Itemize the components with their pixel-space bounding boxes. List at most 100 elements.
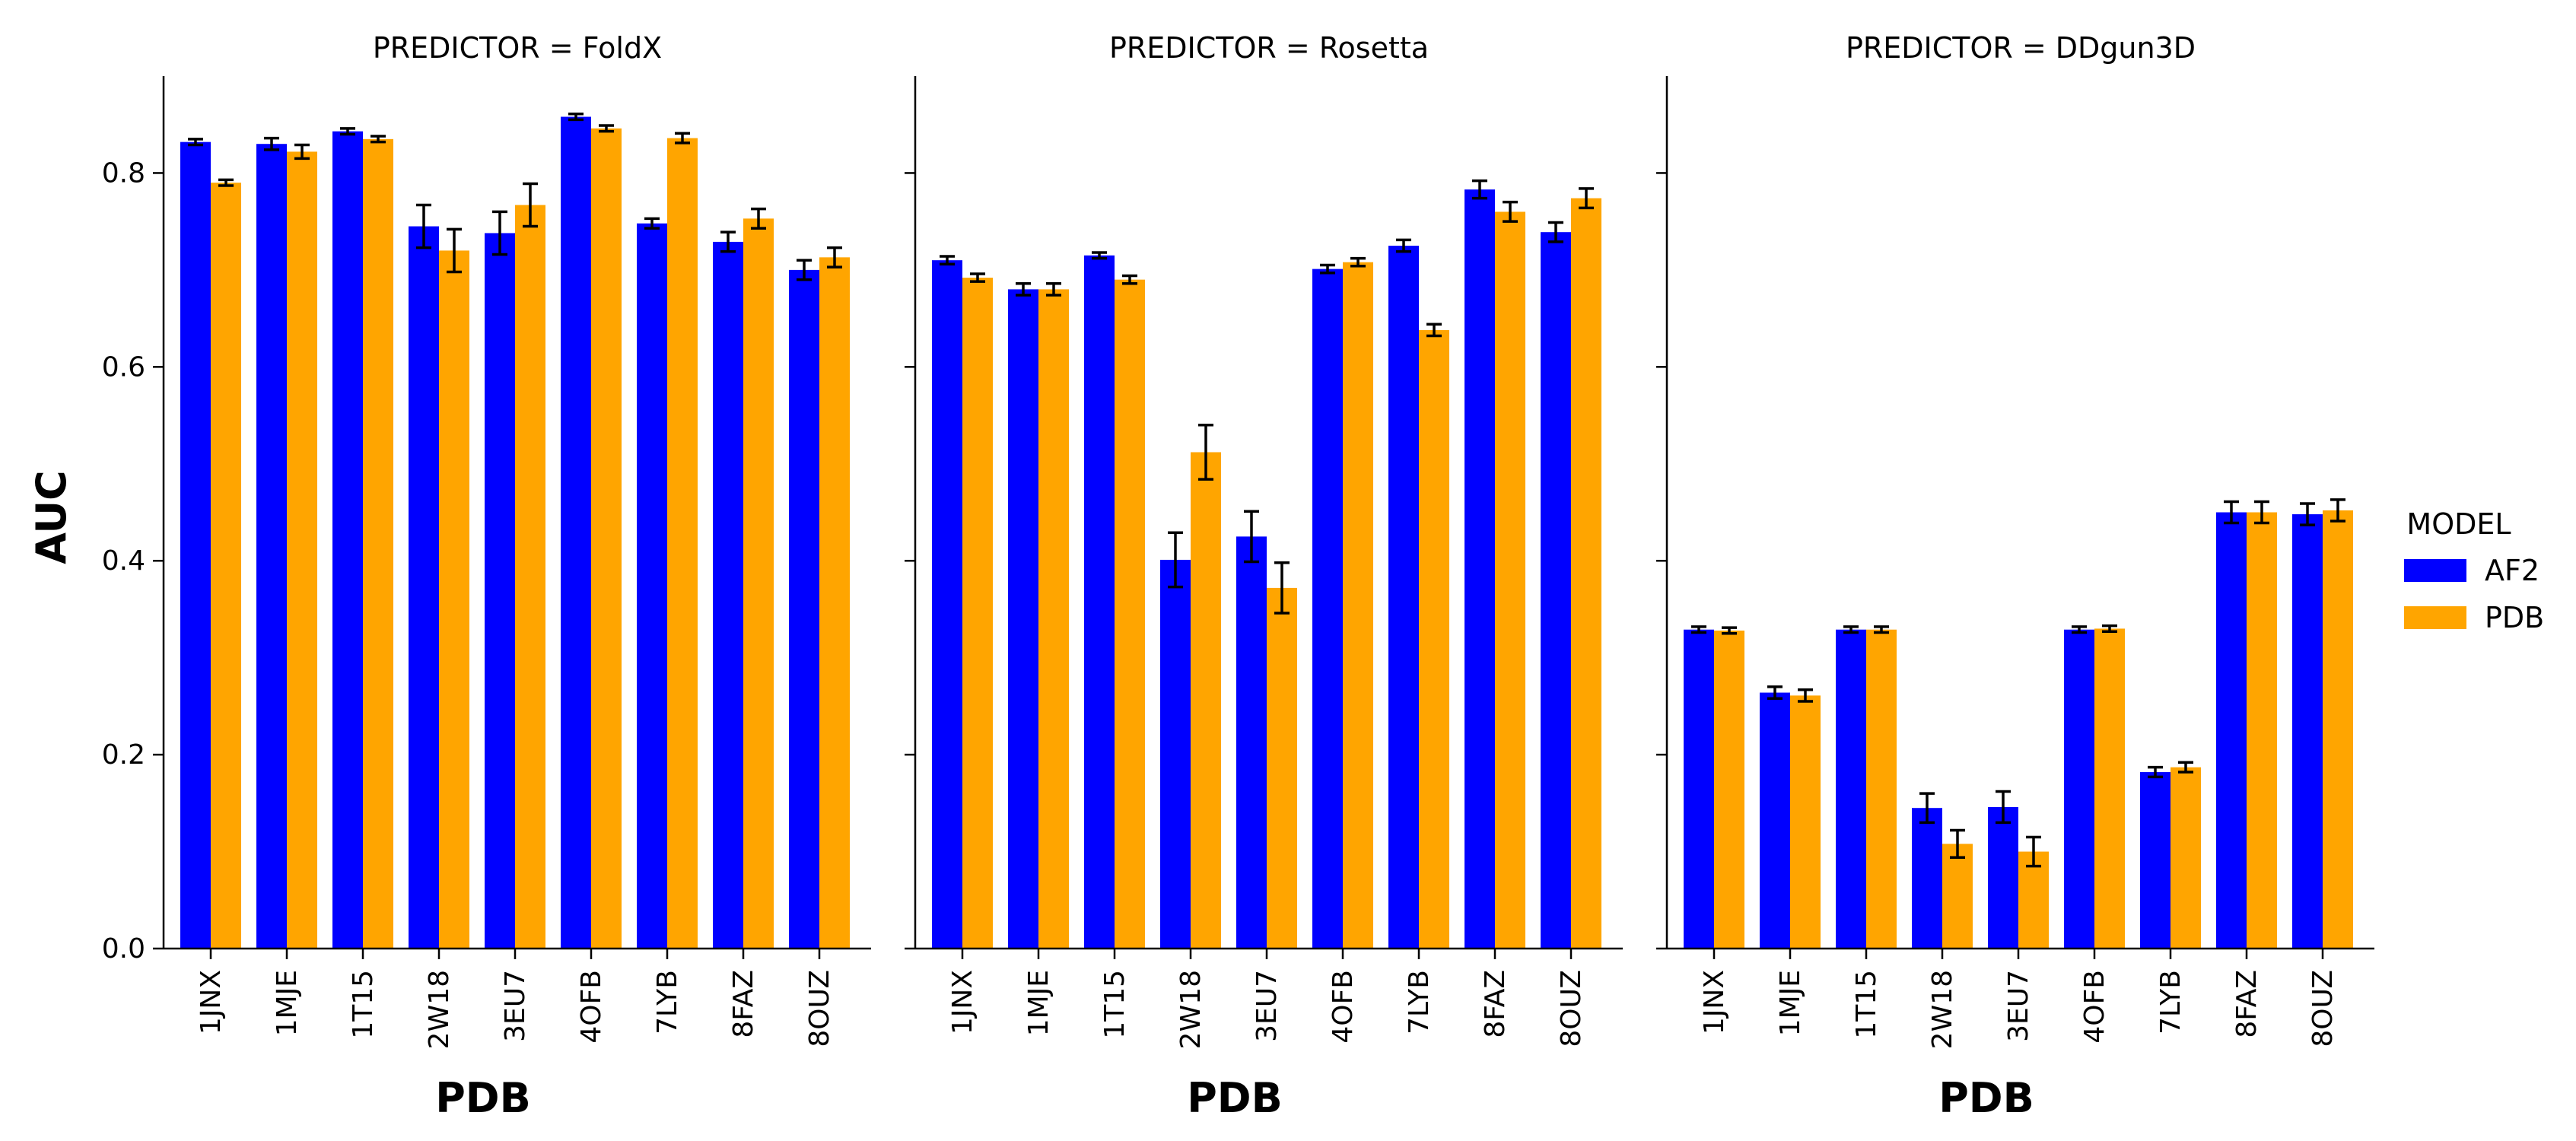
x-tick-label: 4OFB xyxy=(2079,970,2110,1044)
error-bar xyxy=(2102,624,2117,634)
bar-pdb xyxy=(819,257,850,949)
bar-pdb xyxy=(287,151,317,949)
bar-af2 xyxy=(332,131,363,949)
x-tick-label: 7LYB xyxy=(652,970,683,1035)
bar-pdb xyxy=(1038,289,1069,949)
x-axis-label: PDB xyxy=(1938,1074,2034,1122)
error-bar xyxy=(751,207,766,230)
error-bar xyxy=(568,112,584,122)
bar-af2 xyxy=(932,260,962,949)
error-bar xyxy=(416,203,431,249)
x-tick-label: 7LYB xyxy=(1404,970,1435,1035)
bar-pdb xyxy=(2323,510,2353,949)
error-bar xyxy=(1426,323,1442,338)
error-bar xyxy=(1198,424,1213,481)
error-bar xyxy=(675,132,690,145)
bar-pdb xyxy=(1419,329,1449,949)
y-tick-label: 0.2 xyxy=(102,739,145,771)
chart-panel: PREDICTOR = DDgun3D 1JNX 1MJE 1T15 2W18 3EU7 4… xyxy=(1656,31,2374,1122)
x-tick-label: 8FAZ xyxy=(2231,970,2263,1038)
error-bar xyxy=(1798,688,1813,703)
x-axis-label: PDB xyxy=(1187,1074,1283,1122)
error-bar xyxy=(1320,263,1335,275)
error-bar xyxy=(1503,200,1518,223)
x-tick-label: 8FAZ xyxy=(728,970,759,1038)
bar-pdb xyxy=(2094,628,2125,949)
error-bar xyxy=(1919,792,1935,825)
error-bar xyxy=(1996,790,2011,825)
x-tick-label: 4OFB xyxy=(1328,970,1359,1044)
x-tick-label: 3EU7 xyxy=(500,970,531,1042)
x-tick-label: 2W18 xyxy=(424,970,455,1049)
error-bar xyxy=(2178,761,2193,774)
bar-af2 xyxy=(1541,232,1571,949)
error-bar xyxy=(340,127,355,136)
bar-pdb xyxy=(2018,851,2049,949)
bar-pdb xyxy=(1714,630,1744,949)
error-bar xyxy=(1122,274,1137,285)
x-tick-label: 8OUZ xyxy=(1556,970,1587,1047)
bar-pdb xyxy=(962,278,993,949)
x-tick-label: 1T15 xyxy=(1851,970,1882,1039)
panel-title: PREDICTOR = DDgun3D xyxy=(1846,31,2196,65)
error-bar xyxy=(2254,500,2269,525)
error-bar xyxy=(1874,625,1889,634)
bar-af2 xyxy=(713,241,743,949)
x-tick-label: 3EU7 xyxy=(2003,970,2034,1042)
error-bar xyxy=(2072,625,2087,634)
legend-swatch-af2 xyxy=(2404,559,2466,582)
bar-pdb xyxy=(1267,587,1297,949)
error-bar xyxy=(1244,510,1259,564)
error-bar xyxy=(720,230,736,253)
bar-af2 xyxy=(1760,692,1790,949)
error-bar xyxy=(188,138,203,147)
x-tick-label: 2W18 xyxy=(1927,970,1958,1049)
error-bar xyxy=(523,182,538,228)
x-tick-label: 4OFB xyxy=(576,970,607,1044)
x-tick-label: 1JNX xyxy=(947,970,978,1035)
error-bar xyxy=(797,259,812,281)
error-bar xyxy=(1350,256,1366,268)
error-bar xyxy=(1722,626,1737,635)
x-tick-label: 1T15 xyxy=(348,970,379,1039)
x-tick-label: 8OUZ xyxy=(804,970,835,1047)
error-bar xyxy=(1396,238,1411,253)
bar-af2 xyxy=(1160,559,1191,949)
bar-af2 xyxy=(180,141,211,949)
bar-af2 xyxy=(409,226,439,949)
bar-pdb xyxy=(1495,211,1525,949)
bar-af2 xyxy=(2216,512,2247,949)
bar-af2 xyxy=(1988,806,2018,949)
error-bar xyxy=(2026,835,2041,868)
error-bar xyxy=(294,143,310,161)
bar-af2 xyxy=(1836,629,1866,949)
error-bar xyxy=(1950,828,1965,859)
error-bar xyxy=(827,246,842,269)
bar-pdb xyxy=(515,205,545,949)
bar-af2 xyxy=(1084,255,1115,949)
error-bar xyxy=(1092,251,1107,260)
bar-af2 xyxy=(1912,808,1942,949)
legend-title: MODEL xyxy=(2406,507,2511,541)
bar-pdb xyxy=(439,250,469,949)
x-tick-label: 8FAZ xyxy=(1480,970,1511,1038)
x-tick-label: 2W18 xyxy=(1175,970,1207,1049)
error-bar xyxy=(2300,502,2315,526)
error-bar xyxy=(2330,498,2345,523)
x-tick-label: 1JNX xyxy=(1699,970,1730,1035)
y-axis-label: AUC xyxy=(27,470,75,564)
bar-pdb xyxy=(2171,767,2201,949)
bar-af2 xyxy=(256,144,287,949)
bar-pdb xyxy=(743,218,774,949)
bar-af2 xyxy=(2064,629,2094,949)
y-tick-label: 0.0 xyxy=(102,933,145,965)
legend-label-pdb: PDB xyxy=(2485,601,2544,634)
bar-af2 xyxy=(1465,189,1495,949)
bar-pdb xyxy=(1571,198,1601,949)
x-axis-label: PDB xyxy=(435,1074,531,1122)
x-tick-label: 1MJE xyxy=(1775,970,1806,1036)
bar-pdb xyxy=(211,183,241,949)
error-bar xyxy=(1472,179,1487,200)
bar-pdb xyxy=(363,138,393,949)
